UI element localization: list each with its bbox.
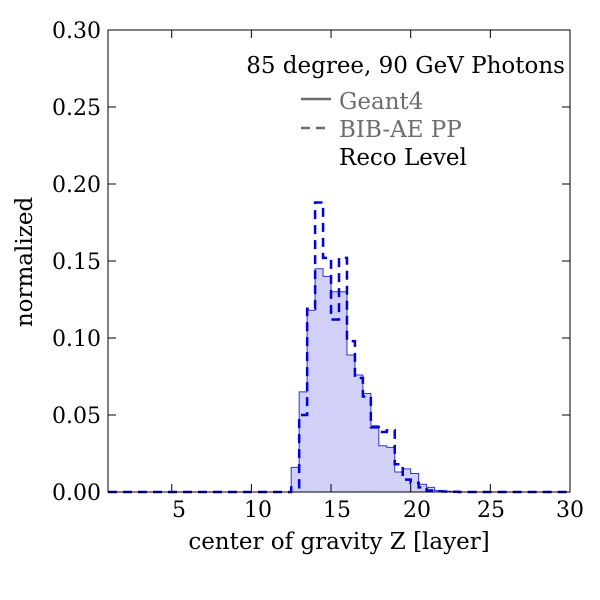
x-tick-labels: 5 10 15 20 25 30 — [172, 498, 584, 523]
x-tick-label: 25 — [477, 498, 505, 523]
geant4-bar — [307, 310, 316, 492]
geant4-bar — [331, 291, 339, 492]
geant4-bar — [370, 425, 379, 492]
y-tick-label: 0.30 — [52, 19, 101, 44]
geant4-bar — [394, 471, 403, 492]
y-tick-label: 0.20 — [52, 173, 101, 198]
geant4-bar — [418, 484, 427, 492]
x-tick-label: 15 — [323, 498, 351, 523]
bib-ae-series — [108, 201, 570, 494]
axis-ticks — [108, 29, 571, 493]
y-tick-labels: 0.00 0.05 0.10 0.15 0.20 0.25 0.30 — [52, 19, 101, 506]
geant4-bar — [299, 391, 308, 492]
legend: 85 degree, 90 GeV Photons Geant4 BIB-AE … — [246, 53, 565, 171]
x-tick-label: 5 — [172, 498, 186, 523]
x-tick-label: 30 — [556, 498, 584, 523]
x-axis-label: center of gravity Z [layer] — [188, 529, 489, 555]
y-tick-label: 0.10 — [52, 327, 101, 352]
geant4-bar — [291, 467, 300, 492]
y-tick-label: 0.15 — [52, 250, 101, 275]
y-axis-label: normalized — [12, 197, 38, 328]
legend-note: Reco Level — [339, 145, 467, 171]
geant4-bar — [354, 374, 363, 492]
geant4-series — [108, 268, 570, 493]
geant4-bar — [362, 393, 371, 492]
y-tick-label: 0.00 — [52, 481, 101, 506]
legend-label: BIB-AE PP — [339, 117, 462, 143]
x-tick-label: 10 — [244, 498, 272, 523]
legend-label: Geant4 — [339, 89, 423, 115]
geant4-bar — [410, 473, 419, 492]
geant4-step-line — [108, 268, 570, 493]
geant4-bar — [386, 447, 395, 492]
bib-ae-step-line — [108, 201, 570, 494]
geant4-bar — [346, 354, 355, 492]
geant4-bar — [378, 445, 387, 492]
geant4-bar — [323, 276, 332, 492]
geant4-bar — [315, 268, 324, 492]
y-tick-label: 0.05 — [52, 404, 101, 429]
geant4-bar — [339, 291, 347, 492]
x-tick-label: 20 — [403, 498, 431, 523]
chart-title: 85 degree, 90 GeV Photons — [246, 53, 565, 79]
y-tick-label: 0.25 — [52, 96, 101, 121]
